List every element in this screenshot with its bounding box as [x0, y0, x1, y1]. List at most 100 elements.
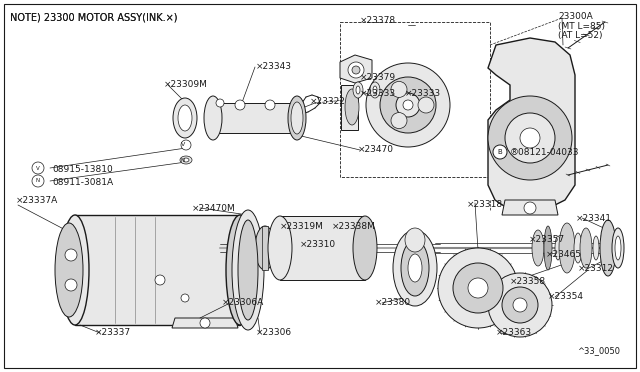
Ellipse shape — [178, 105, 192, 131]
Ellipse shape — [353, 216, 377, 280]
Text: ×23333: ×23333 — [360, 89, 396, 98]
Circle shape — [32, 175, 44, 187]
Text: ×23343: ×23343 — [256, 62, 292, 71]
Circle shape — [181, 140, 191, 150]
Text: B: B — [498, 149, 502, 155]
Ellipse shape — [580, 228, 592, 268]
Polygon shape — [488, 38, 575, 210]
Ellipse shape — [291, 102, 303, 134]
Ellipse shape — [183, 158, 189, 162]
Circle shape — [513, 298, 527, 312]
Ellipse shape — [204, 96, 222, 140]
Circle shape — [348, 62, 364, 78]
Circle shape — [235, 100, 245, 110]
Circle shape — [403, 100, 413, 110]
Text: NOTE) 23300 MOTOR ASSY(INK.×): NOTE) 23300 MOTOR ASSY(INK.×) — [10, 12, 177, 22]
Text: ×23341: ×23341 — [576, 214, 612, 223]
Circle shape — [468, 278, 488, 298]
Ellipse shape — [61, 215, 89, 325]
Circle shape — [380, 77, 436, 133]
Circle shape — [216, 99, 224, 107]
Text: ×23318: ×23318 — [467, 200, 503, 209]
Ellipse shape — [255, 226, 275, 270]
Text: 23300A: 23300A — [558, 12, 593, 21]
Circle shape — [265, 100, 275, 110]
Ellipse shape — [532, 230, 544, 266]
Text: N: N — [181, 157, 185, 163]
Ellipse shape — [593, 236, 599, 260]
Circle shape — [502, 287, 538, 323]
Text: ×23312: ×23312 — [578, 264, 614, 273]
Circle shape — [520, 128, 540, 148]
Ellipse shape — [408, 254, 422, 282]
Text: V: V — [36, 166, 40, 170]
Text: ×23465: ×23465 — [546, 250, 582, 259]
Text: ×23380: ×23380 — [375, 298, 411, 307]
Ellipse shape — [353, 82, 363, 98]
Text: ×23337: ×23337 — [95, 328, 131, 337]
Circle shape — [391, 113, 407, 129]
Text: ×23322: ×23322 — [310, 97, 346, 106]
Ellipse shape — [55, 223, 83, 317]
Ellipse shape — [345, 89, 359, 125]
Text: ×23470M: ×23470M — [192, 204, 236, 213]
Ellipse shape — [288, 96, 306, 140]
Polygon shape — [280, 216, 365, 280]
Polygon shape — [75, 215, 240, 325]
Circle shape — [32, 162, 44, 174]
Circle shape — [366, 63, 450, 147]
Text: ×23378: ×23378 — [360, 16, 396, 25]
Text: ×23309M: ×23309M — [164, 80, 208, 89]
Bar — [340, 22, 490, 177]
Text: ×23354: ×23354 — [548, 292, 584, 301]
Polygon shape — [502, 200, 558, 215]
Text: ×23310: ×23310 — [300, 240, 336, 249]
Polygon shape — [172, 318, 238, 328]
Ellipse shape — [373, 86, 377, 94]
Circle shape — [352, 66, 360, 74]
Text: ×23358: ×23358 — [510, 277, 546, 286]
Ellipse shape — [559, 223, 575, 273]
Text: 08915-13810: 08915-13810 — [52, 165, 113, 174]
Circle shape — [438, 248, 518, 328]
Ellipse shape — [356, 86, 360, 94]
Text: ®08121-04033: ®08121-04033 — [510, 148, 579, 157]
Ellipse shape — [574, 233, 582, 263]
Ellipse shape — [600, 220, 616, 276]
Polygon shape — [213, 103, 297, 133]
Text: ^33_0050: ^33_0050 — [577, 346, 620, 355]
Text: 08911-3081A: 08911-3081A — [52, 178, 113, 187]
Polygon shape — [340, 55, 372, 83]
Text: ×23306: ×23306 — [256, 328, 292, 337]
Polygon shape — [341, 85, 358, 130]
Circle shape — [493, 145, 507, 159]
Ellipse shape — [173, 98, 197, 138]
Circle shape — [65, 249, 77, 261]
Text: ×23306A: ×23306A — [222, 298, 264, 307]
Ellipse shape — [180, 156, 192, 164]
Circle shape — [488, 96, 572, 180]
Text: (MT L=85): (MT L=85) — [558, 22, 605, 31]
Ellipse shape — [268, 216, 292, 280]
Ellipse shape — [544, 226, 552, 270]
Ellipse shape — [370, 82, 380, 98]
Circle shape — [505, 113, 555, 163]
Ellipse shape — [615, 236, 621, 260]
Text: ×23319M: ×23319M — [280, 222, 324, 231]
Text: V: V — [181, 142, 185, 148]
Text: ×23379: ×23379 — [360, 73, 396, 82]
Circle shape — [155, 275, 165, 285]
Ellipse shape — [232, 210, 264, 330]
Ellipse shape — [612, 228, 624, 268]
Ellipse shape — [401, 240, 429, 296]
Text: NOTE) 23300 MOTOR ASSY(INK.×): NOTE) 23300 MOTOR ASSY(INK.×) — [10, 12, 177, 22]
Circle shape — [200, 318, 210, 328]
Circle shape — [418, 97, 434, 113]
Text: N: N — [36, 179, 40, 183]
Circle shape — [488, 273, 552, 337]
Polygon shape — [262, 226, 268, 270]
Ellipse shape — [393, 230, 437, 306]
Text: ×23357: ×23357 — [529, 235, 565, 244]
Ellipse shape — [226, 215, 254, 325]
Ellipse shape — [405, 228, 425, 252]
